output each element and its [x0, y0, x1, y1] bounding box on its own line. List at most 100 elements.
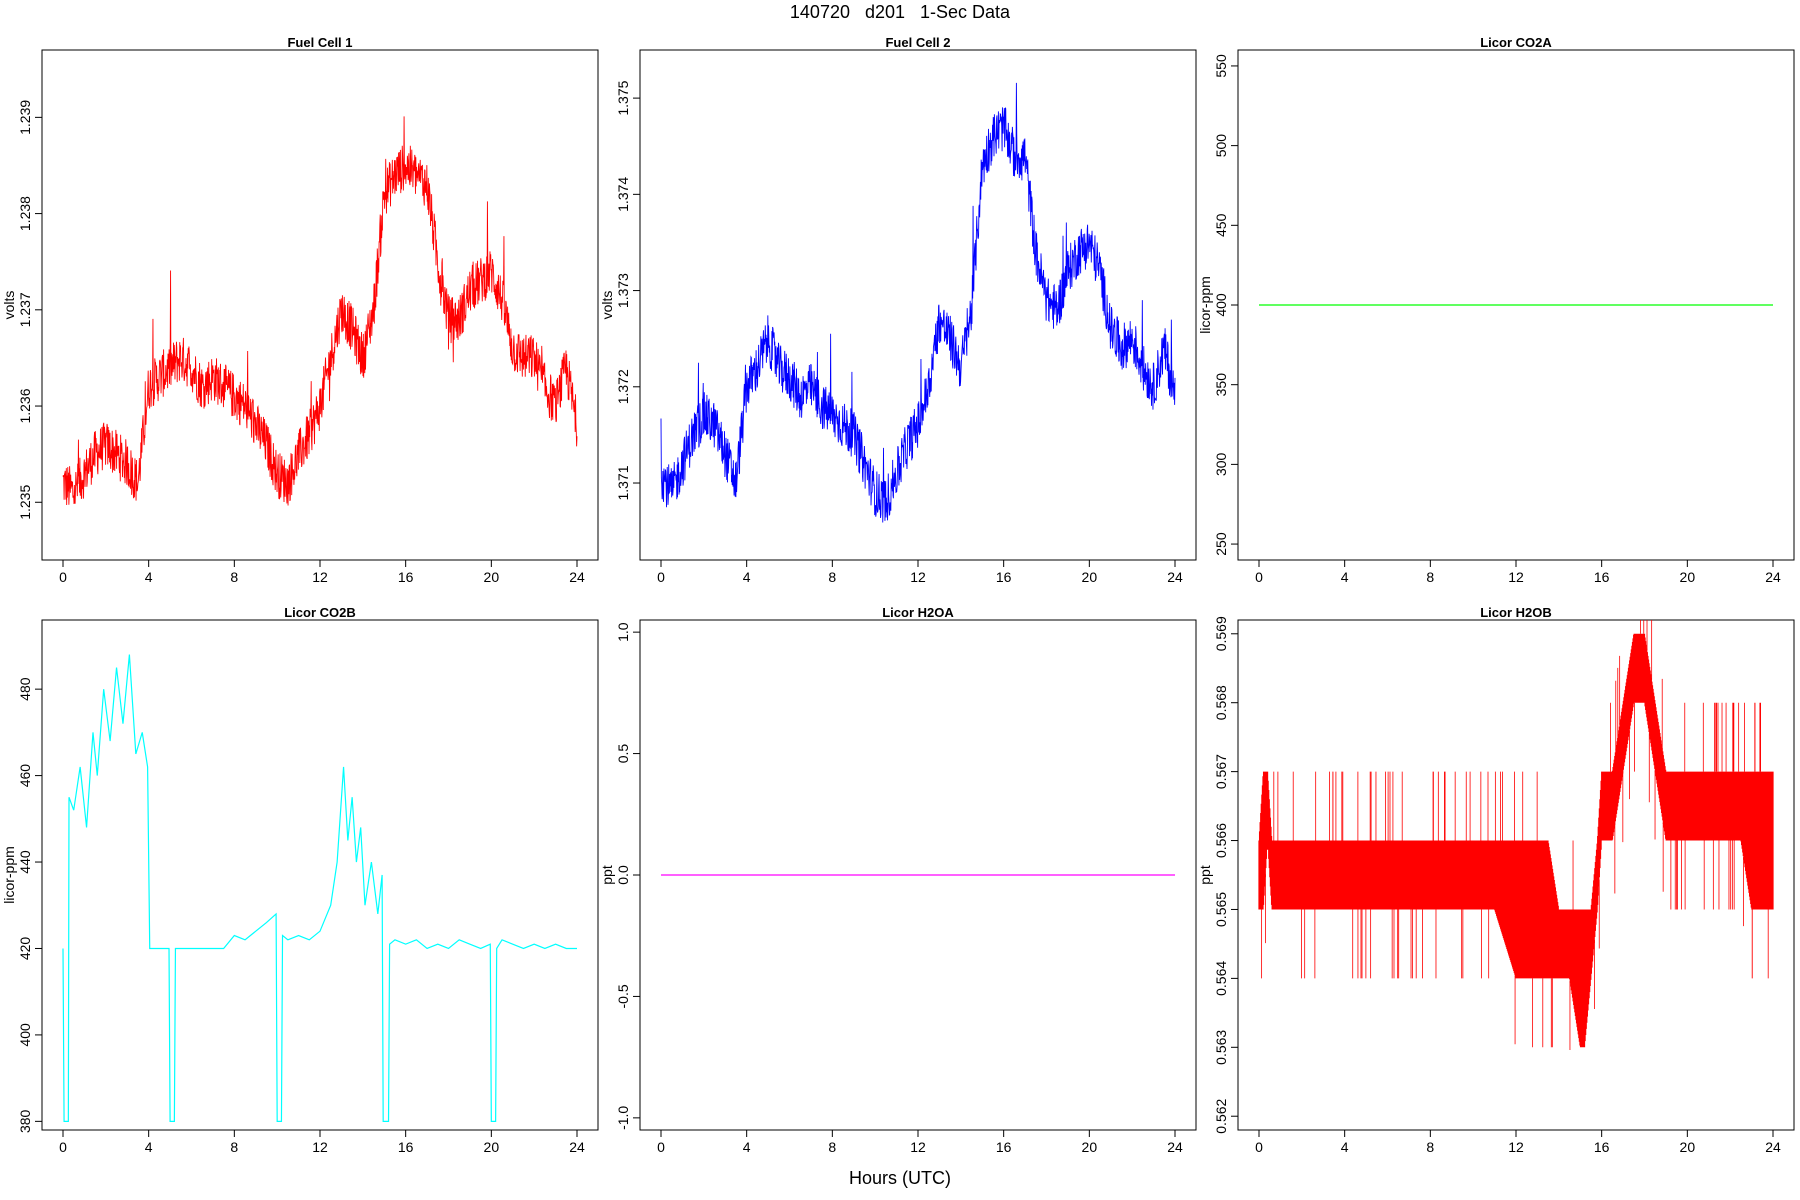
x-tick-label: 20 — [1082, 1139, 1098, 1155]
series-group — [1258, 620, 1774, 1051]
x-tick-label: 12 — [312, 1139, 328, 1155]
data-line — [62, 654, 577, 1122]
series-group — [62, 654, 577, 1122]
series-group — [62, 116, 578, 506]
y-tick-label: 0.569 — [1213, 616, 1229, 651]
y-tick-label: 460 — [17, 764, 33, 788]
x-tick-label: 4 — [145, 569, 153, 585]
y-tick-label: 0.566 — [1213, 823, 1229, 858]
data-line — [660, 82, 1176, 523]
x-tick-label: 0 — [59, 1139, 67, 1155]
y-tick-label: 440 — [17, 850, 33, 874]
y-tick-label: -1.0 — [615, 1106, 631, 1130]
y-tick-label: 1.237 — [17, 292, 33, 327]
x-tick-label: 4 — [1341, 1139, 1349, 1155]
chart-panel-2: Fuel Cell 2 volts 0 4 8 12 16 20 24 1.371 1.372 1.3… — [599, 35, 1197, 585]
chart-panel-5: Licor H2OA ppt 0 4 8 12 16 20 24 -1.0 -0.5 0.0 0.5 1.… — [599, 605, 1197, 1155]
x-tick-label: 16 — [1594, 569, 1610, 585]
data-spikes — [1261, 620, 1769, 1051]
x-tick-label: 8 — [828, 569, 836, 585]
x-tick-label: 20 — [484, 1139, 500, 1155]
y-axis-label: ppt — [1197, 865, 1213, 885]
chart-panel-4: Licor CO2B licor-ppm 0 4 8 12 16 20 24 380 400 420 4… — [1, 605, 599, 1155]
x-tick-label: 24 — [569, 569, 585, 585]
chart-title: Fuel Cell 1 — [287, 35, 352, 50]
x-tick-label: 8 — [230, 569, 238, 585]
y-tick-label: -0.5 — [615, 984, 631, 1008]
x-tick-label: 16 — [1594, 1139, 1610, 1155]
data-line — [62, 116, 578, 506]
x-tick-label: 12 — [312, 569, 328, 585]
y-tick-label: 480 — [17, 677, 33, 701]
y-tick-label: 1.375 — [615, 80, 631, 115]
x-tick-label: 8 — [1426, 569, 1434, 585]
y-tick-label: 1.371 — [615, 465, 631, 500]
y-tick-label: 0.565 — [1213, 892, 1229, 927]
y-tick-label: 1.0 — [615, 622, 631, 642]
y-tick-label: 1.374 — [615, 177, 631, 212]
y-tick-label: 400 — [1213, 293, 1229, 317]
x-tick-label: 0 — [657, 569, 665, 585]
x-tick-label: 20 — [484, 569, 500, 585]
x-tick-label: 12 — [1508, 1139, 1524, 1155]
x-tick-label: 24 — [1765, 569, 1781, 585]
chart-panel-6: Licor H2OB ppt 0 4 8 12 16 20 24 0.562 0.563 0.564 0… — [1197, 605, 1795, 1155]
x-tick-label: 0 — [1255, 569, 1263, 585]
chart-title: Licor CO2A — [1480, 35, 1552, 50]
x-tick-label: 12 — [1508, 569, 1524, 585]
y-tick-label: 0.5 — [615, 744, 631, 764]
y-tick-label: 350 — [1213, 373, 1229, 397]
chart-title: Fuel Cell 2 — [885, 35, 950, 50]
x-tick-label: 16 — [996, 569, 1012, 585]
x-tick-label: 16 — [996, 1139, 1012, 1155]
y-tick-label: 1.373 — [615, 273, 631, 308]
x-tick-label: 20 — [1082, 569, 1098, 585]
chart-title: Licor CO2B — [284, 605, 356, 620]
y-tick-label: 420 — [17, 937, 33, 961]
series-group — [660, 82, 1176, 523]
x-tick-label: 24 — [1765, 1139, 1781, 1155]
x-tick-label: 24 — [569, 1139, 585, 1155]
y-tick-label: 0.563 — [1213, 1030, 1229, 1065]
y-tick-label: 1.236 — [17, 388, 33, 423]
plot-frame — [639, 49, 1197, 561]
x-tick-label: 12 — [910, 569, 926, 585]
y-tick-label: 300 — [1213, 452, 1229, 476]
x-tick-label: 4 — [743, 569, 751, 585]
x-tick-label: 12 — [910, 1139, 926, 1155]
x-tick-label: 4 — [1341, 569, 1349, 585]
y-tick-label: 400 — [17, 1023, 33, 1047]
y-tick-label: 0.567 — [1213, 754, 1229, 789]
y-axis-label: licor-ppm — [1, 846, 17, 904]
data-band — [1258, 633, 1774, 1048]
x-tick-label: 8 — [828, 1139, 836, 1155]
x-tick-label: 0 — [1255, 1139, 1263, 1155]
x-tick-label: 24 — [1167, 1139, 1183, 1155]
page-title: 140720 d201 1-Sec Data — [789, 2, 1011, 22]
y-tick-label: 0.562 — [1213, 1098, 1229, 1133]
y-tick-label: 0.564 — [1213, 961, 1229, 996]
y-tick-label: 450 — [1213, 213, 1229, 237]
x-tick-label: 4 — [743, 1139, 751, 1155]
y-tick-label: 0.568 — [1213, 685, 1229, 720]
y-tick-label: 380 — [17, 1109, 33, 1133]
y-tick-label: 1.372 — [615, 369, 631, 404]
y-axis-label: ppt — [599, 865, 615, 885]
y-tick-label: 1.235 — [17, 485, 33, 520]
x-tick-label: 0 — [657, 1139, 665, 1155]
chart-title: Licor H2OA — [882, 605, 954, 620]
x-tick-label: 4 — [145, 1139, 153, 1155]
chart-panel-1: Fuel Cell 1 volts 0 4 8 12 16 20 24 1.235 1.236 1.2… — [1, 35, 599, 585]
chart-title: Licor H2OB — [1480, 605, 1552, 620]
x-tick-label: 24 — [1167, 569, 1183, 585]
x-tick-label: 16 — [398, 569, 414, 585]
y-axis-label: licor-ppm — [1197, 276, 1213, 334]
plot-frame — [41, 49, 599, 561]
y-tick-label: 250 — [1213, 532, 1229, 556]
y-tick-label: 1.238 — [17, 196, 33, 231]
chart-panel-3: Licor CO2A licor-ppm 0 4 8 12 16 20 24 250 300 350 4… — [1197, 35, 1795, 585]
x-axis-caption: Hours (UTC) — [849, 1168, 951, 1188]
y-tick-label: 0.0 — [615, 865, 631, 885]
x-tick-label: 8 — [230, 1139, 238, 1155]
